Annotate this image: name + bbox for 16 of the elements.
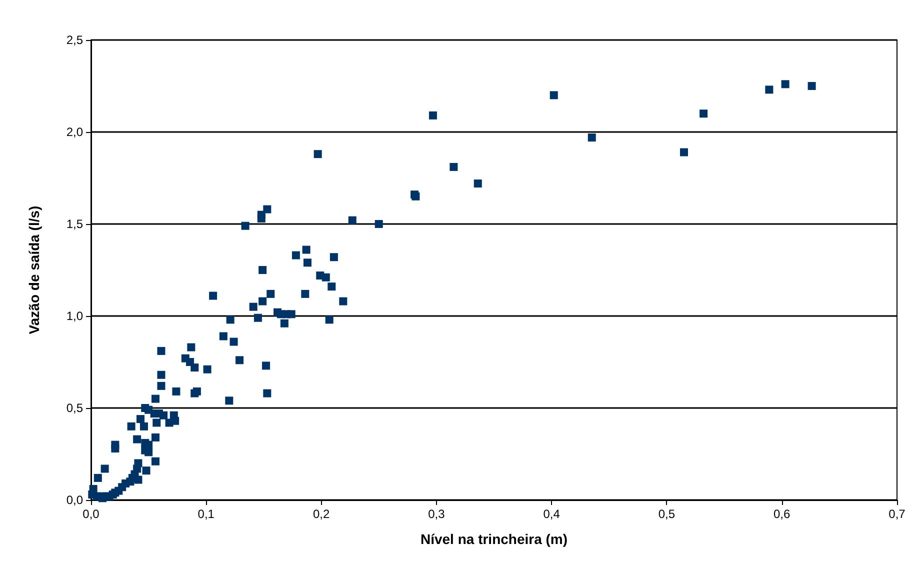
x-tick-label: 0,3 — [428, 507, 446, 521]
y-axis-title: Vazão de saída (l/s) — [26, 206, 42, 334]
x-tick-label: 0,7 — [888, 507, 906, 521]
x-tick-label: 0,2 — [312, 507, 330, 521]
y-tick-label: 2,0 — [66, 125, 84, 139]
y-tick-label: 2,5 — [66, 33, 84, 47]
x-axis-title: Nível na trincheira (m) — [420, 531, 568, 547]
x-tick-label: 0,4 — [543, 507, 560, 521]
x-tick-label: 0,6 — [774, 507, 791, 521]
x-tick-label: 0,0 — [82, 507, 100, 521]
y-tick-label: 1,5 — [66, 217, 84, 231]
y-tick-label: 1,0 — [66, 309, 84, 323]
y-tick-label: 0,0 — [66, 493, 84, 507]
x-tick-label: 0,5 — [658, 507, 676, 521]
x-tick-label: 0,1 — [198, 507, 215, 521]
y-tick-label: 0,5 — [66, 401, 84, 415]
